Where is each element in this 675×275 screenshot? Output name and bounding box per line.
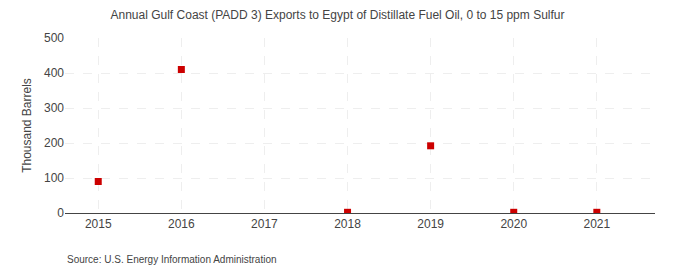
svg-text:Source: U.S. Energy Informatio: Source: U.S. Energy Information Administ… [67, 254, 277, 265]
svg-text:2021: 2021 [583, 217, 610, 231]
svg-text:Annual Gulf Coast (PADD 3) Exp: Annual Gulf Coast (PADD 3) Exports to Eg… [111, 8, 565, 22]
svg-text:2015: 2015 [85, 217, 112, 231]
svg-text:200: 200 [44, 136, 64, 150]
svg-text:2020: 2020 [500, 217, 527, 231]
svg-text:2019: 2019 [417, 217, 444, 231]
svg-text:2018: 2018 [334, 217, 361, 231]
svg-text:2016: 2016 [168, 217, 195, 231]
svg-text:Thousand Barrels: Thousand Barrels [20, 78, 34, 173]
svg-text:0: 0 [57, 206, 64, 220]
svg-text:2017: 2017 [251, 217, 278, 231]
svg-text:100: 100 [44, 171, 64, 185]
svg-text:400: 400 [44, 66, 64, 80]
svg-text:300: 300 [44, 101, 64, 115]
svg-text:500: 500 [44, 31, 64, 45]
